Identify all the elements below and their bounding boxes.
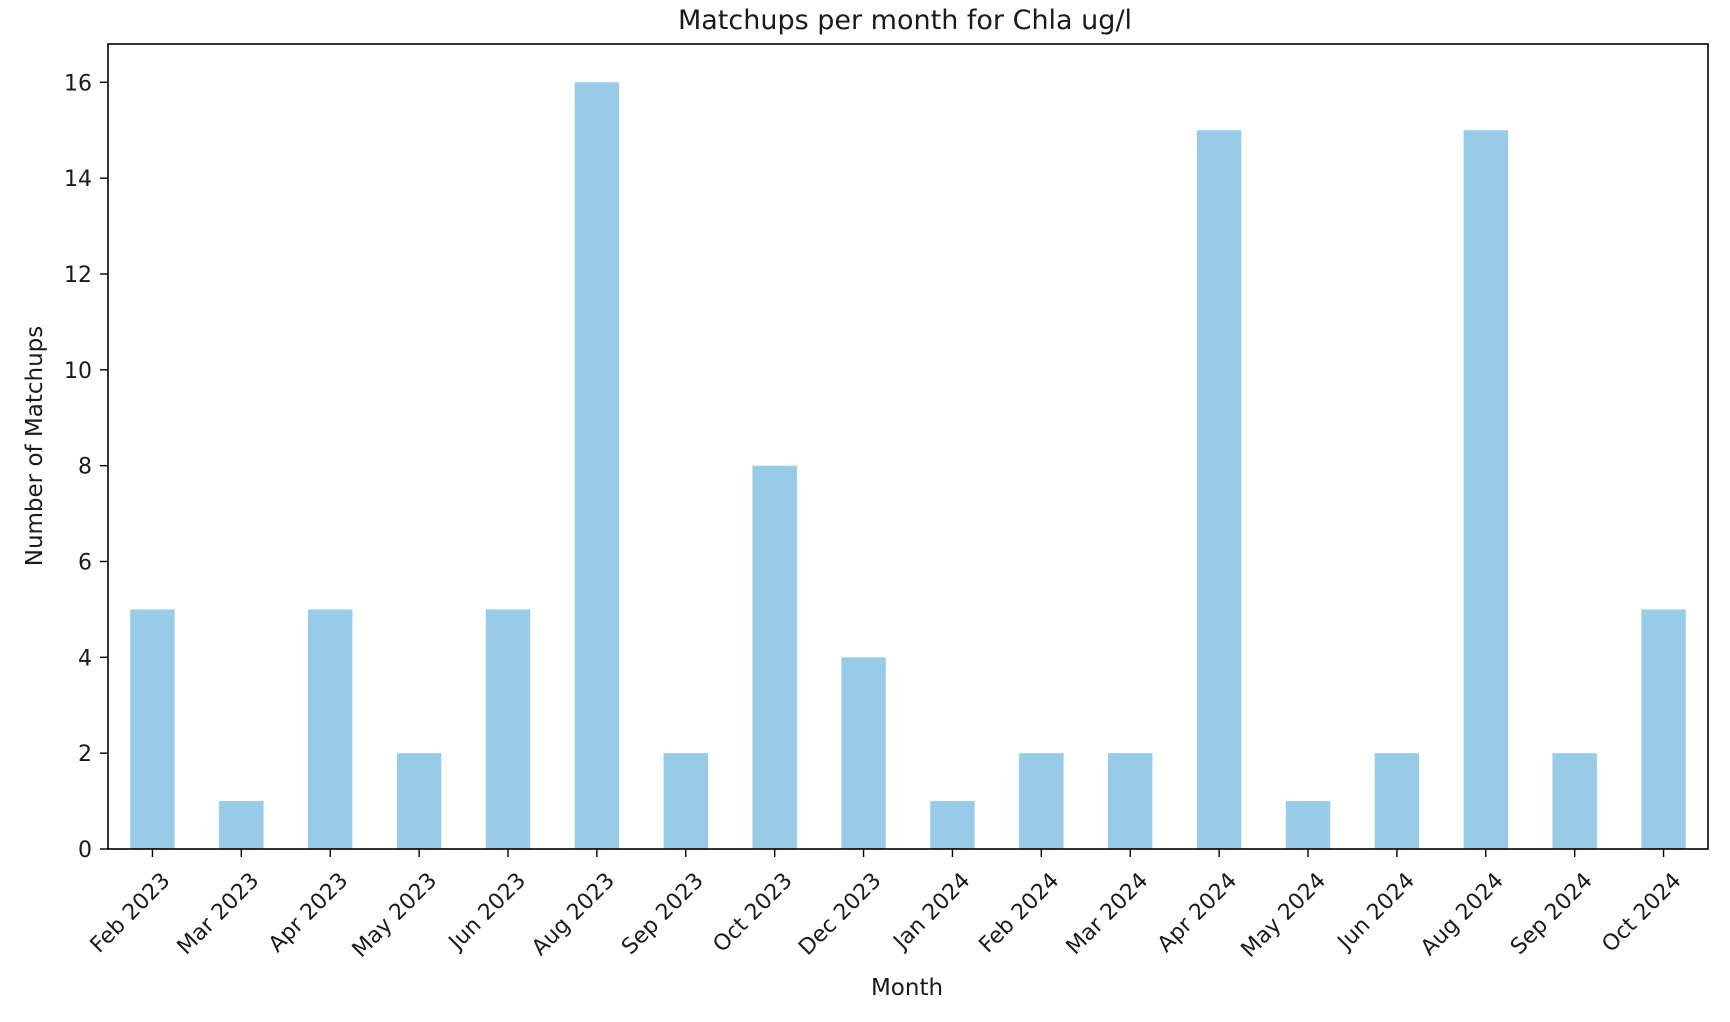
x-tick-label: May 2023 bbox=[348, 868, 442, 962]
x-tick-label: Oct 2023 bbox=[709, 868, 798, 957]
bar-oct-2024 bbox=[1641, 609, 1686, 849]
x-tick-label: Sep 2024 bbox=[1506, 868, 1598, 960]
bar-oct-2023 bbox=[752, 465, 797, 849]
x-tick-label: Dec 2023 bbox=[794, 868, 886, 960]
x-tick-label: Mar 2024 bbox=[1062, 868, 1154, 960]
y-axis-label: Number of Matchups bbox=[22, 326, 48, 567]
x-tick-label: Oct 2024 bbox=[1597, 868, 1686, 957]
bar-dec-2023 bbox=[841, 657, 886, 849]
x-tick-label: Apr 2023 bbox=[264, 868, 353, 957]
bar-jun-2024 bbox=[1374, 753, 1420, 849]
bar-jun-2023 bbox=[485, 609, 531, 849]
bar-aug-2023 bbox=[574, 82, 620, 849]
y-tick-label: 0 bbox=[78, 838, 92, 863]
bar-may-2023 bbox=[396, 753, 442, 849]
y-tick-label: 12 bbox=[64, 263, 92, 288]
y-tick-label: 16 bbox=[64, 71, 92, 96]
bar-jan-2024 bbox=[930, 801, 975, 849]
bar-mar-2023 bbox=[219, 801, 264, 849]
bar-feb-2024 bbox=[1019, 753, 1064, 849]
y-tick-label: 4 bbox=[78, 646, 92, 671]
x-tick-label: Aug 2024 bbox=[1416, 868, 1509, 961]
x-axis-label: Month bbox=[871, 975, 943, 1001]
y-tick-label: 10 bbox=[64, 359, 92, 384]
x-tick-label: Sep 2023 bbox=[617, 868, 709, 960]
y-tick-label: 2 bbox=[78, 742, 92, 767]
y-tick-label: 14 bbox=[64, 167, 92, 192]
bars-layer bbox=[130, 82, 1686, 849]
y-tick-label: 6 bbox=[78, 551, 92, 576]
x-tick-label: Jun 2023 bbox=[443, 868, 531, 956]
bar-may-2024 bbox=[1285, 801, 1331, 849]
bar-apr-2023 bbox=[308, 609, 353, 849]
bar-apr-2024 bbox=[1196, 130, 1242, 849]
x-tick-label: Feb 2023 bbox=[86, 868, 176, 958]
bar-sep-2024 bbox=[1552, 753, 1597, 849]
x-tick-label: Feb 2024 bbox=[975, 868, 1065, 958]
x-tick-label: Aug 2023 bbox=[527, 868, 620, 961]
x-tick-label: Jan 2024 bbox=[888, 868, 976, 956]
bar-mar-2024 bbox=[1108, 753, 1153, 849]
x-tick-label: Apr 2024 bbox=[1153, 868, 1242, 957]
y-tick-label: 8 bbox=[78, 455, 92, 480]
x-tick-label: Mar 2023 bbox=[173, 868, 265, 960]
bar-aug-2024 bbox=[1463, 130, 1508, 849]
bar-sep-2023 bbox=[663, 753, 708, 849]
y-axis: 0 2 4 6 8 10 12 14 16 bbox=[64, 71, 108, 863]
x-tick-label: Jun 2024 bbox=[1332, 868, 1420, 956]
chart-title: Matchups per month for Chla ug/l bbox=[678, 5, 1132, 36]
x-tick-label: May 2024 bbox=[1237, 868, 1331, 962]
bar-feb-2023 bbox=[130, 609, 175, 849]
plot-area-frame bbox=[107, 43, 1709, 850]
